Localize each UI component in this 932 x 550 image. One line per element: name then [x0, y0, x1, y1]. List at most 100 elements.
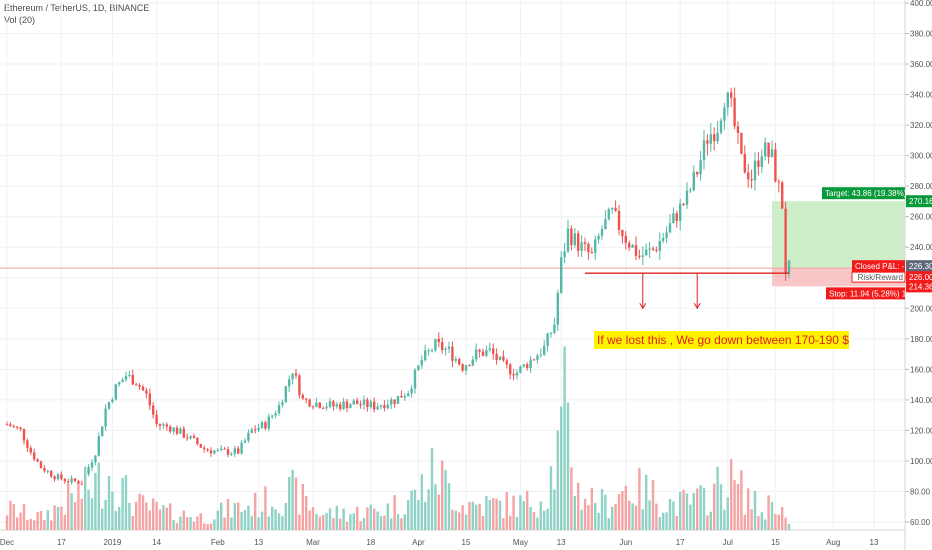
volume-bar	[277, 513, 281, 530]
candle-body	[94, 455, 97, 463]
candle-body	[12, 426, 15, 428]
volume-bar	[420, 474, 423, 530]
volume-bar	[145, 502, 148, 530]
volume-bar	[345, 521, 349, 530]
candle-body	[308, 399, 311, 407]
volume-bar	[393, 495, 396, 530]
candle-body	[621, 229, 624, 237]
volume-bar	[512, 495, 515, 530]
price-tick-label: 120.00	[910, 426, 932, 435]
candle-body	[563, 251, 566, 258]
candle-body	[148, 393, 151, 406]
candle-body	[359, 404, 362, 406]
candle-body	[315, 402, 318, 407]
candle-body	[631, 245, 634, 248]
volume-bar	[682, 489, 685, 530]
entry2-price-tag: 226.00	[909, 273, 932, 282]
volume-bar	[437, 494, 440, 530]
candle-body	[135, 384, 138, 386]
candle-body	[777, 181, 780, 183]
volume-bar	[359, 521, 362, 530]
candle-body	[243, 440, 247, 443]
volume-bar	[519, 495, 522, 530]
volume-bar	[362, 517, 366, 530]
time-tick-label: Dec	[0, 538, 14, 547]
candle-body	[43, 468, 46, 472]
volume-bar	[240, 511, 243, 530]
volume-bar	[594, 502, 597, 530]
volume-bar	[165, 507, 168, 530]
volume-bar	[291, 469, 294, 530]
volume-bar	[216, 510, 219, 530]
volume-bar	[461, 505, 464, 530]
volume-bar	[73, 502, 77, 530]
candle-body	[250, 429, 253, 433]
volume-bar	[556, 430, 559, 530]
volume-bar	[730, 459, 733, 530]
candle-body	[196, 438, 199, 444]
volume-bar	[753, 490, 757, 530]
volume-bar	[634, 505, 638, 530]
candle-body	[274, 413, 277, 416]
candle-body	[648, 248, 651, 250]
volume-bar	[502, 518, 505, 530]
candle-body	[645, 249, 648, 256]
volume-bar	[696, 488, 699, 530]
candle-body	[291, 373, 294, 380]
candle-body	[328, 401, 332, 407]
target-zone	[772, 201, 905, 269]
volume-bar	[260, 511, 264, 530]
volume-bar	[583, 498, 587, 530]
volume-bar	[424, 501, 427, 530]
volume-bar	[396, 514, 400, 530]
volume-bar	[747, 488, 750, 530]
volume-bar	[750, 509, 753, 530]
candle-body	[532, 359, 536, 361]
volume-bar	[403, 514, 406, 530]
candle-body	[145, 390, 148, 394]
price-tick-label: 400.00	[910, 0, 932, 8]
candle-body	[413, 370, 417, 389]
candle-body	[325, 406, 328, 409]
stop-label: Stop: 11.94 (5.28%) 1	[829, 289, 907, 298]
volume-indicator-label[interactable]: Vol (20)	[4, 15, 36, 25]
volume-bar	[254, 492, 257, 530]
volume-bar	[131, 516, 134, 530]
volume-bar	[369, 504, 372, 530]
volume-bar	[67, 484, 70, 530]
volume-bar	[325, 512, 328, 530]
volume-bar	[288, 477, 291, 530]
volume-bar	[532, 511, 536, 530]
candle-body	[764, 142, 767, 157]
entry2-price-tag-box	[906, 271, 932, 284]
volume-bar	[410, 490, 413, 530]
volume-bar	[475, 504, 478, 530]
candle-body	[376, 406, 379, 410]
candle-body	[512, 374, 515, 376]
candle-body	[475, 349, 478, 360]
candle-body	[509, 364, 512, 375]
candle-body	[770, 149, 774, 158]
candle-body	[322, 407, 325, 409]
volume-bar	[43, 519, 46, 530]
volume-bar	[621, 491, 624, 530]
volume-bar	[570, 467, 573, 530]
candle-body	[5, 424, 9, 426]
volume-bar	[590, 487, 593, 530]
volume-bar	[148, 510, 151, 530]
candle-body	[60, 474, 63, 479]
volume-bar	[373, 508, 376, 530]
candle-body	[784, 208, 787, 275]
volume-bar	[16, 517, 19, 530]
candle-body	[203, 447, 206, 450]
candle-body	[434, 338, 437, 351]
volume-bar	[356, 506, 359, 530]
candle-body	[70, 478, 73, 483]
volume-bar	[114, 511, 117, 530]
volume-bar	[77, 484, 80, 530]
target-label: Target: 43.86 (19.38%)	[825, 189, 907, 198]
candle-body	[733, 97, 736, 127]
candle-body	[781, 182, 784, 209]
candle-body	[743, 153, 746, 173]
